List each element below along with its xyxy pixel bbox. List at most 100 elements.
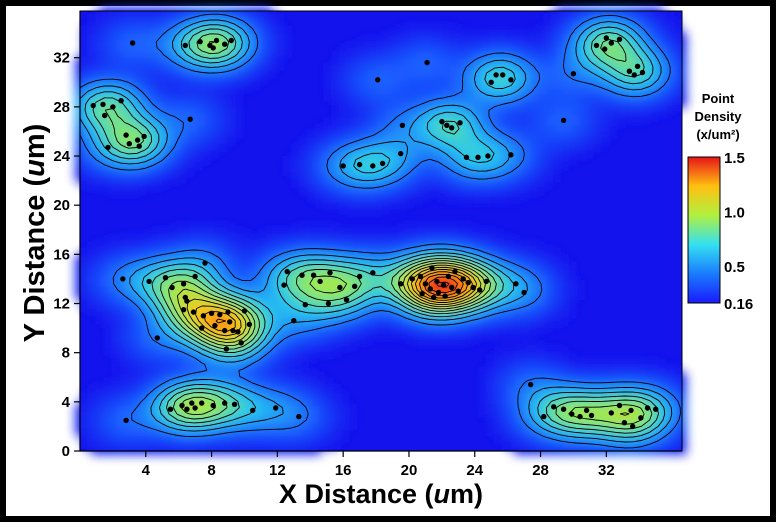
heatmap-cell <box>376 156 386 164</box>
heatmap-cell <box>392 249 402 257</box>
heatmap-cell <box>360 38 370 46</box>
heatmap-cell <box>238 354 248 362</box>
heatmap-cell <box>221 255 232 263</box>
heatmap-cell <box>579 131 589 139</box>
heatmap-cell <box>620 428 630 437</box>
heatmap-cell <box>156 236 166 244</box>
heatmap-cell <box>270 298 280 306</box>
heatmap-cell <box>91 168 101 176</box>
heatmap-cell <box>408 75 419 83</box>
heatmap-cell <box>400 44 410 52</box>
heatmap-cell <box>530 118 541 127</box>
heatmap-cell <box>181 311 191 319</box>
heatmap-cell <box>498 137 508 145</box>
heatmap-cell <box>156 137 166 145</box>
heatmap-cell <box>116 112 126 121</box>
heatmap-cell <box>319 403 329 412</box>
heatmap-cell <box>319 298 329 306</box>
heatmap-cell <box>530 410 541 418</box>
heatmap-cell <box>441 255 451 263</box>
heatmap-cell <box>628 56 638 65</box>
heatmap-cell <box>669 69 679 77</box>
heatmap-cell <box>392 118 402 127</box>
y-tick-label: 16 <box>53 246 70 263</box>
heatmap-cell <box>173 118 183 127</box>
heatmap-cell <box>319 434 329 443</box>
heatmap-cell <box>661 44 671 52</box>
heatmap-cell <box>555 317 565 325</box>
heatmap-cell <box>238 75 248 83</box>
heatmap-cell <box>376 81 386 90</box>
heatmap-cell <box>327 348 337 356</box>
heatmap-cell <box>457 230 467 238</box>
heatmap-cell <box>392 230 402 238</box>
heatmap-cell <box>107 44 118 52</box>
heatmap-cell <box>213 118 223 127</box>
heatmap-cell <box>571 112 581 121</box>
heatmap-cell <box>270 385 280 393</box>
heatmap-cell <box>99 131 109 139</box>
heatmap-cell <box>620 441 630 449</box>
heatmap-cell <box>311 385 321 393</box>
heatmap-cell <box>229 131 240 139</box>
heatmap-cell <box>99 168 109 176</box>
heatmap-cell <box>221 100 232 108</box>
heatmap-cell <box>408 174 419 182</box>
heatmap-cell <box>644 366 655 375</box>
heatmap-cell <box>107 38 118 46</box>
heatmap-cell <box>522 341 533 350</box>
heatmap-cell <box>465 323 476 331</box>
heatmap-cell <box>425 168 435 176</box>
heatmap-cell <box>449 106 459 114</box>
heatmap-cell <box>173 422 183 430</box>
heatmap-cell <box>571 106 581 114</box>
heatmap-cell <box>116 428 126 437</box>
heatmap-cell <box>148 118 158 127</box>
heatmap-cell <box>384 44 394 52</box>
heatmap-cell <box>490 267 500 275</box>
heatmap-cell <box>229 25 240 34</box>
heatmap-cell <box>132 441 142 449</box>
heatmap-cell <box>91 13 101 21</box>
heatmap-cell <box>197 280 207 288</box>
heatmap-cell <box>343 249 354 257</box>
heatmap-cell <box>91 69 101 77</box>
heatmap-cell <box>368 180 378 189</box>
heatmap-cell <box>197 32 207 40</box>
heatmap-cell <box>173 249 183 257</box>
heatmap-cell <box>311 323 321 331</box>
heatmap-cell <box>189 44 199 52</box>
heatmap-cell <box>83 292 93 300</box>
heatmap-cell <box>238 19 248 28</box>
heatmap-cell <box>229 230 240 238</box>
heatmap-cell <box>539 372 549 381</box>
heatmap-cell <box>547 273 557 282</box>
heatmap-cell <box>384 81 394 90</box>
heatmap-cell <box>596 75 606 83</box>
heatmap-cell <box>425 224 435 232</box>
heatmap-cell <box>116 143 126 151</box>
data-point <box>208 310 215 316</box>
heatmap-cell <box>327 230 337 238</box>
heatmap-cell <box>482 292 492 300</box>
heatmap-cell <box>522 143 533 151</box>
heatmap-cell <box>156 391 166 399</box>
data-point <box>302 302 308 308</box>
heatmap-cell <box>563 391 573 399</box>
heatmap-cell <box>173 112 183 121</box>
heatmap-cell <box>140 87 150 96</box>
heatmap-cell <box>530 50 541 59</box>
heatmap-cell <box>132 267 142 275</box>
heatmap-cell <box>490 304 500 313</box>
heatmap-cell <box>490 162 500 170</box>
heatmap-cell <box>644 100 655 108</box>
heatmap-cell <box>164 75 175 83</box>
heatmap-cell <box>563 137 573 145</box>
y-axis-label-unit: u <box>19 159 51 177</box>
heatmap-cell <box>335 94 345 102</box>
heatmap-cell <box>587 391 598 399</box>
heatmap-cell <box>498 311 508 319</box>
heatmap-cell <box>360 304 370 313</box>
heatmap-cell <box>579 360 589 368</box>
heatmap-cell <box>555 410 565 418</box>
